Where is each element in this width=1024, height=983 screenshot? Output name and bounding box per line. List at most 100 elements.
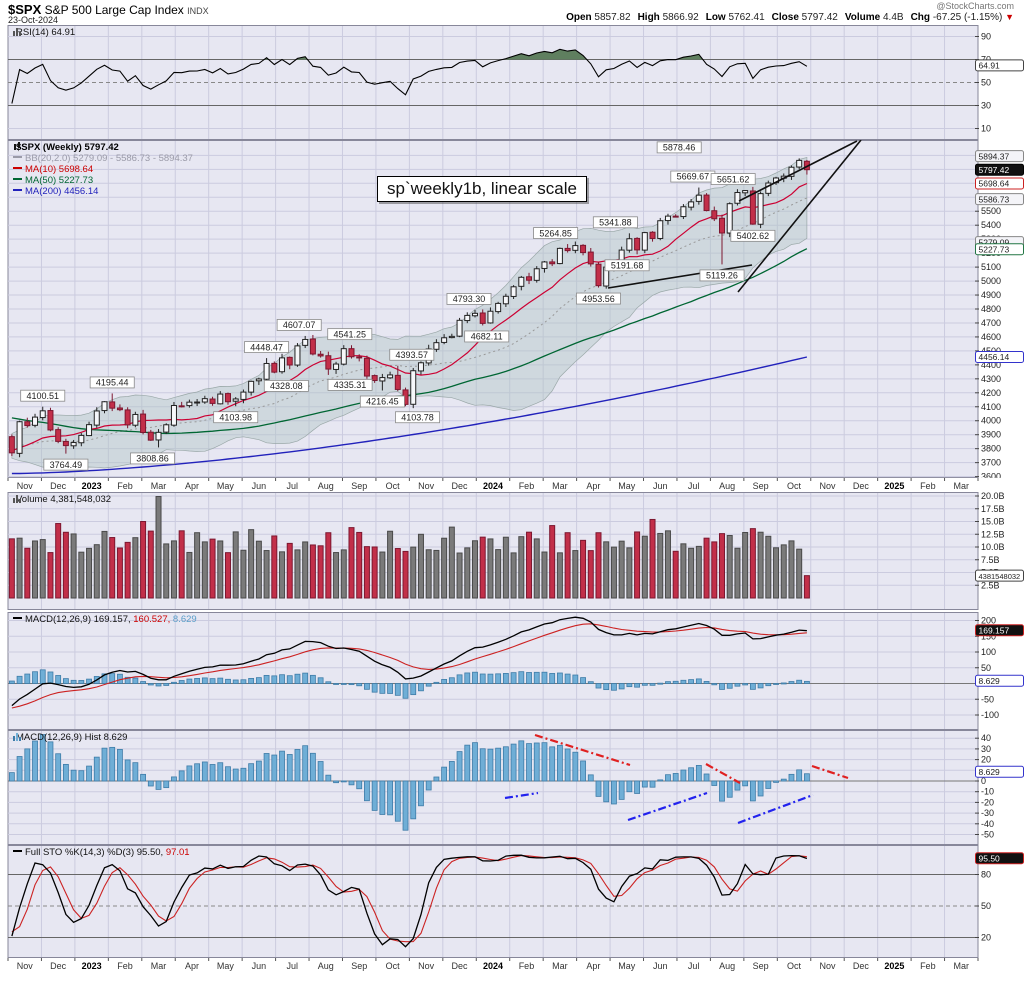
price-panel[interactable]: $SPX (Weekly) 5797.42 BB(20,2.0) 5279.09… bbox=[0, 140, 1024, 478]
ma50-legend-line: MA(50) 5227.73 bbox=[25, 175, 94, 186]
price-legend-line: $SPX (Weekly) 5797.42 bbox=[16, 142, 119, 153]
svg-text:Jul: Jul bbox=[688, 961, 700, 971]
hist-legend: MACD(12,26,9) Hist 8.629 bbox=[13, 732, 127, 743]
svg-text:5878.46: 5878.46 bbox=[663, 143, 696, 153]
svg-text:5400: 5400 bbox=[981, 220, 1001, 230]
svg-text:Feb: Feb bbox=[117, 961, 133, 971]
svg-text:30: 30 bbox=[981, 744, 991, 754]
svg-text:Nov: Nov bbox=[418, 481, 435, 491]
rsi-panel[interactable]: RSI(14) 64.91 907050301064.91 bbox=[0, 25, 1024, 140]
svg-text:Jun: Jun bbox=[653, 961, 668, 971]
svg-text:4381548032: 4381548032 bbox=[979, 572, 1021, 581]
bb-legend-line: BB(20,2.0) 5279.09 - 5586.73 - 5894.37 bbox=[25, 153, 193, 164]
quote-row: Open 5857.82 High 5866.92 Low 5762.41 Close… bbox=[559, 12, 1014, 23]
svg-text:Aug: Aug bbox=[318, 961, 334, 971]
x-axis-labels[interactable]: Nov Dec 2023 Feb Mar Apr May Jun Jul Aug Sep Oct Nov… bbox=[0, 478, 1024, 492]
svg-text:Apr: Apr bbox=[185, 481, 199, 491]
svg-text:Mar: Mar bbox=[151, 481, 167, 491]
hist-legend-text: MACD(12,26,9) Hist 8.629 bbox=[16, 732, 128, 743]
svg-text:Apr: Apr bbox=[586, 961, 600, 971]
svg-text:Aug: Aug bbox=[719, 961, 735, 971]
sto-legend: Full STO %K(14,3) %D(3) 95.50, 97.01 bbox=[13, 847, 190, 858]
svg-text:4900: 4900 bbox=[981, 290, 1001, 300]
svg-text:5000: 5000 bbox=[981, 276, 1001, 286]
volume-panel[interactable]: Volume 4,381,548,032 20.0B 17.5B 15.0B 12.5… bbox=[0, 492, 1024, 610]
svg-text:150: 150 bbox=[981, 631, 996, 641]
svg-text:100: 100 bbox=[981, 647, 996, 657]
svg-text:Jun: Jun bbox=[252, 481, 267, 491]
svg-text:Nov: Nov bbox=[17, 961, 34, 971]
chart-date: 23-Oct-2024 bbox=[8, 15, 59, 25]
open-label: Open bbox=[566, 12, 592, 23]
price-plot[interactable]: 4100.51 3764.49 4195.44 3808.86 4103.98 4448.… bbox=[0, 140, 1024, 478]
svg-text:5669.67: 5669.67 bbox=[677, 172, 710, 182]
svg-text:12.5B: 12.5B bbox=[981, 529, 1005, 539]
svg-text:4195.44: 4195.44 bbox=[96, 378, 129, 388]
svg-text:3808.86: 3808.86 bbox=[136, 454, 169, 464]
macd-signal-value: 160.527, bbox=[133, 614, 171, 625]
rsi-plot[interactable]: 907050301064.91 bbox=[0, 25, 1024, 140]
macd-value: 169.157, bbox=[93, 614, 131, 625]
svg-text:Aug: Aug bbox=[719, 481, 735, 491]
stockcharts-credit[interactable]: @StockCharts.com bbox=[936, 1, 1014, 11]
svg-text:4200: 4200 bbox=[981, 388, 1001, 398]
svg-text:10: 10 bbox=[981, 124, 991, 134]
price-legend: $SPX (Weekly) 5797.42 BB(20,2.0) 5279.09… bbox=[13, 142, 193, 197]
ma10-dash-icon bbox=[13, 167, 22, 169]
svg-text:4100.51: 4100.51 bbox=[26, 391, 59, 401]
svg-text:8.629: 8.629 bbox=[979, 676, 1001, 686]
svg-text:4216.45: 4216.45 bbox=[366, 397, 399, 407]
svg-text:20: 20 bbox=[981, 933, 991, 943]
svg-text:2025: 2025 bbox=[884, 481, 904, 491]
svg-text:3700: 3700 bbox=[981, 458, 1001, 468]
svg-text:Dec: Dec bbox=[50, 961, 67, 971]
svg-text:-50: -50 bbox=[981, 694, 994, 704]
svg-text:-100: -100 bbox=[981, 710, 999, 720]
svg-text:Feb: Feb bbox=[519, 961, 535, 971]
svg-text:4607.07: 4607.07 bbox=[283, 320, 316, 330]
down-arrow-icon[interactable]: ▼ bbox=[1005, 12, 1014, 22]
svg-text:Oct: Oct bbox=[386, 481, 401, 491]
svg-text:64.91: 64.91 bbox=[979, 61, 1001, 71]
sto-k-value: 95.50, bbox=[136, 847, 164, 858]
volume-legend: Volume 4,381,548,032 bbox=[13, 494, 111, 505]
stochastic-plot[interactable]: 80 50 20 95.50 bbox=[0, 845, 1024, 958]
svg-text:17.5B: 17.5B bbox=[981, 504, 1005, 514]
svg-text:Dec: Dec bbox=[452, 961, 469, 971]
svg-text:5402.62: 5402.62 bbox=[737, 231, 770, 241]
macd-hist-panel[interactable]: MACD(12,26,9) Hist 8.629 403020100-10-20… bbox=[0, 730, 1024, 845]
svg-text:May: May bbox=[217, 961, 235, 971]
svg-text:4682.11: 4682.11 bbox=[471, 332, 503, 342]
svg-text:-50: -50 bbox=[981, 830, 994, 840]
svg-text:0: 0 bbox=[981, 776, 986, 786]
chart-annotation-note: sp`weekly1b, linear scale bbox=[377, 176, 587, 202]
svg-text:Mar: Mar bbox=[552, 961, 568, 971]
stochastic-panel[interactable]: Full STO %K(14,3) %D(3) 95.50, 97.01 80 5… bbox=[0, 845, 1024, 958]
macd-panel[interactable]: MACD(12,26,9) 169.157, 160.527, 8.629 20… bbox=[0, 612, 1024, 730]
x-axis-labels[interactable]: Nov Dec 2023 Feb Mar Apr May Jun Jul Aug Sep Oct Nov… bbox=[0, 958, 1024, 972]
high-label: High bbox=[637, 12, 660, 23]
svg-text:Oct: Oct bbox=[787, 961, 802, 971]
svg-text:Oct: Oct bbox=[787, 481, 802, 491]
svg-text:Sep: Sep bbox=[351, 961, 367, 971]
svg-text:Aug: Aug bbox=[318, 481, 334, 491]
band-icon bbox=[13, 156, 22, 158]
macd-hist-plot[interactable]: 403020100-10-20-30-40-508.629 bbox=[0, 730, 1024, 845]
svg-text:50: 50 bbox=[981, 663, 991, 673]
svg-text:Jul: Jul bbox=[287, 961, 299, 971]
volume-value: 4.4B bbox=[883, 12, 904, 23]
svg-text:50: 50 bbox=[981, 78, 991, 88]
svg-text:May: May bbox=[618, 961, 636, 971]
svg-text:Nov: Nov bbox=[17, 481, 34, 491]
chg-label: Chg bbox=[910, 12, 931, 23]
volume-plot[interactable]: 20.0B17.5B15.0B12.5B10.0B7.5B5.0B2.5B438… bbox=[0, 492, 1024, 610]
svg-text:Jun: Jun bbox=[252, 961, 267, 971]
ma50-dash-icon bbox=[13, 178, 22, 180]
svg-text:4700: 4700 bbox=[981, 318, 1001, 328]
volume-legend-text: Volume 4,381,548,032 bbox=[16, 494, 112, 505]
svg-text:4103.98: 4103.98 bbox=[219, 412, 252, 422]
svg-text:5894.37: 5894.37 bbox=[979, 151, 1010, 161]
svg-text:169.157: 169.157 bbox=[979, 625, 1010, 635]
